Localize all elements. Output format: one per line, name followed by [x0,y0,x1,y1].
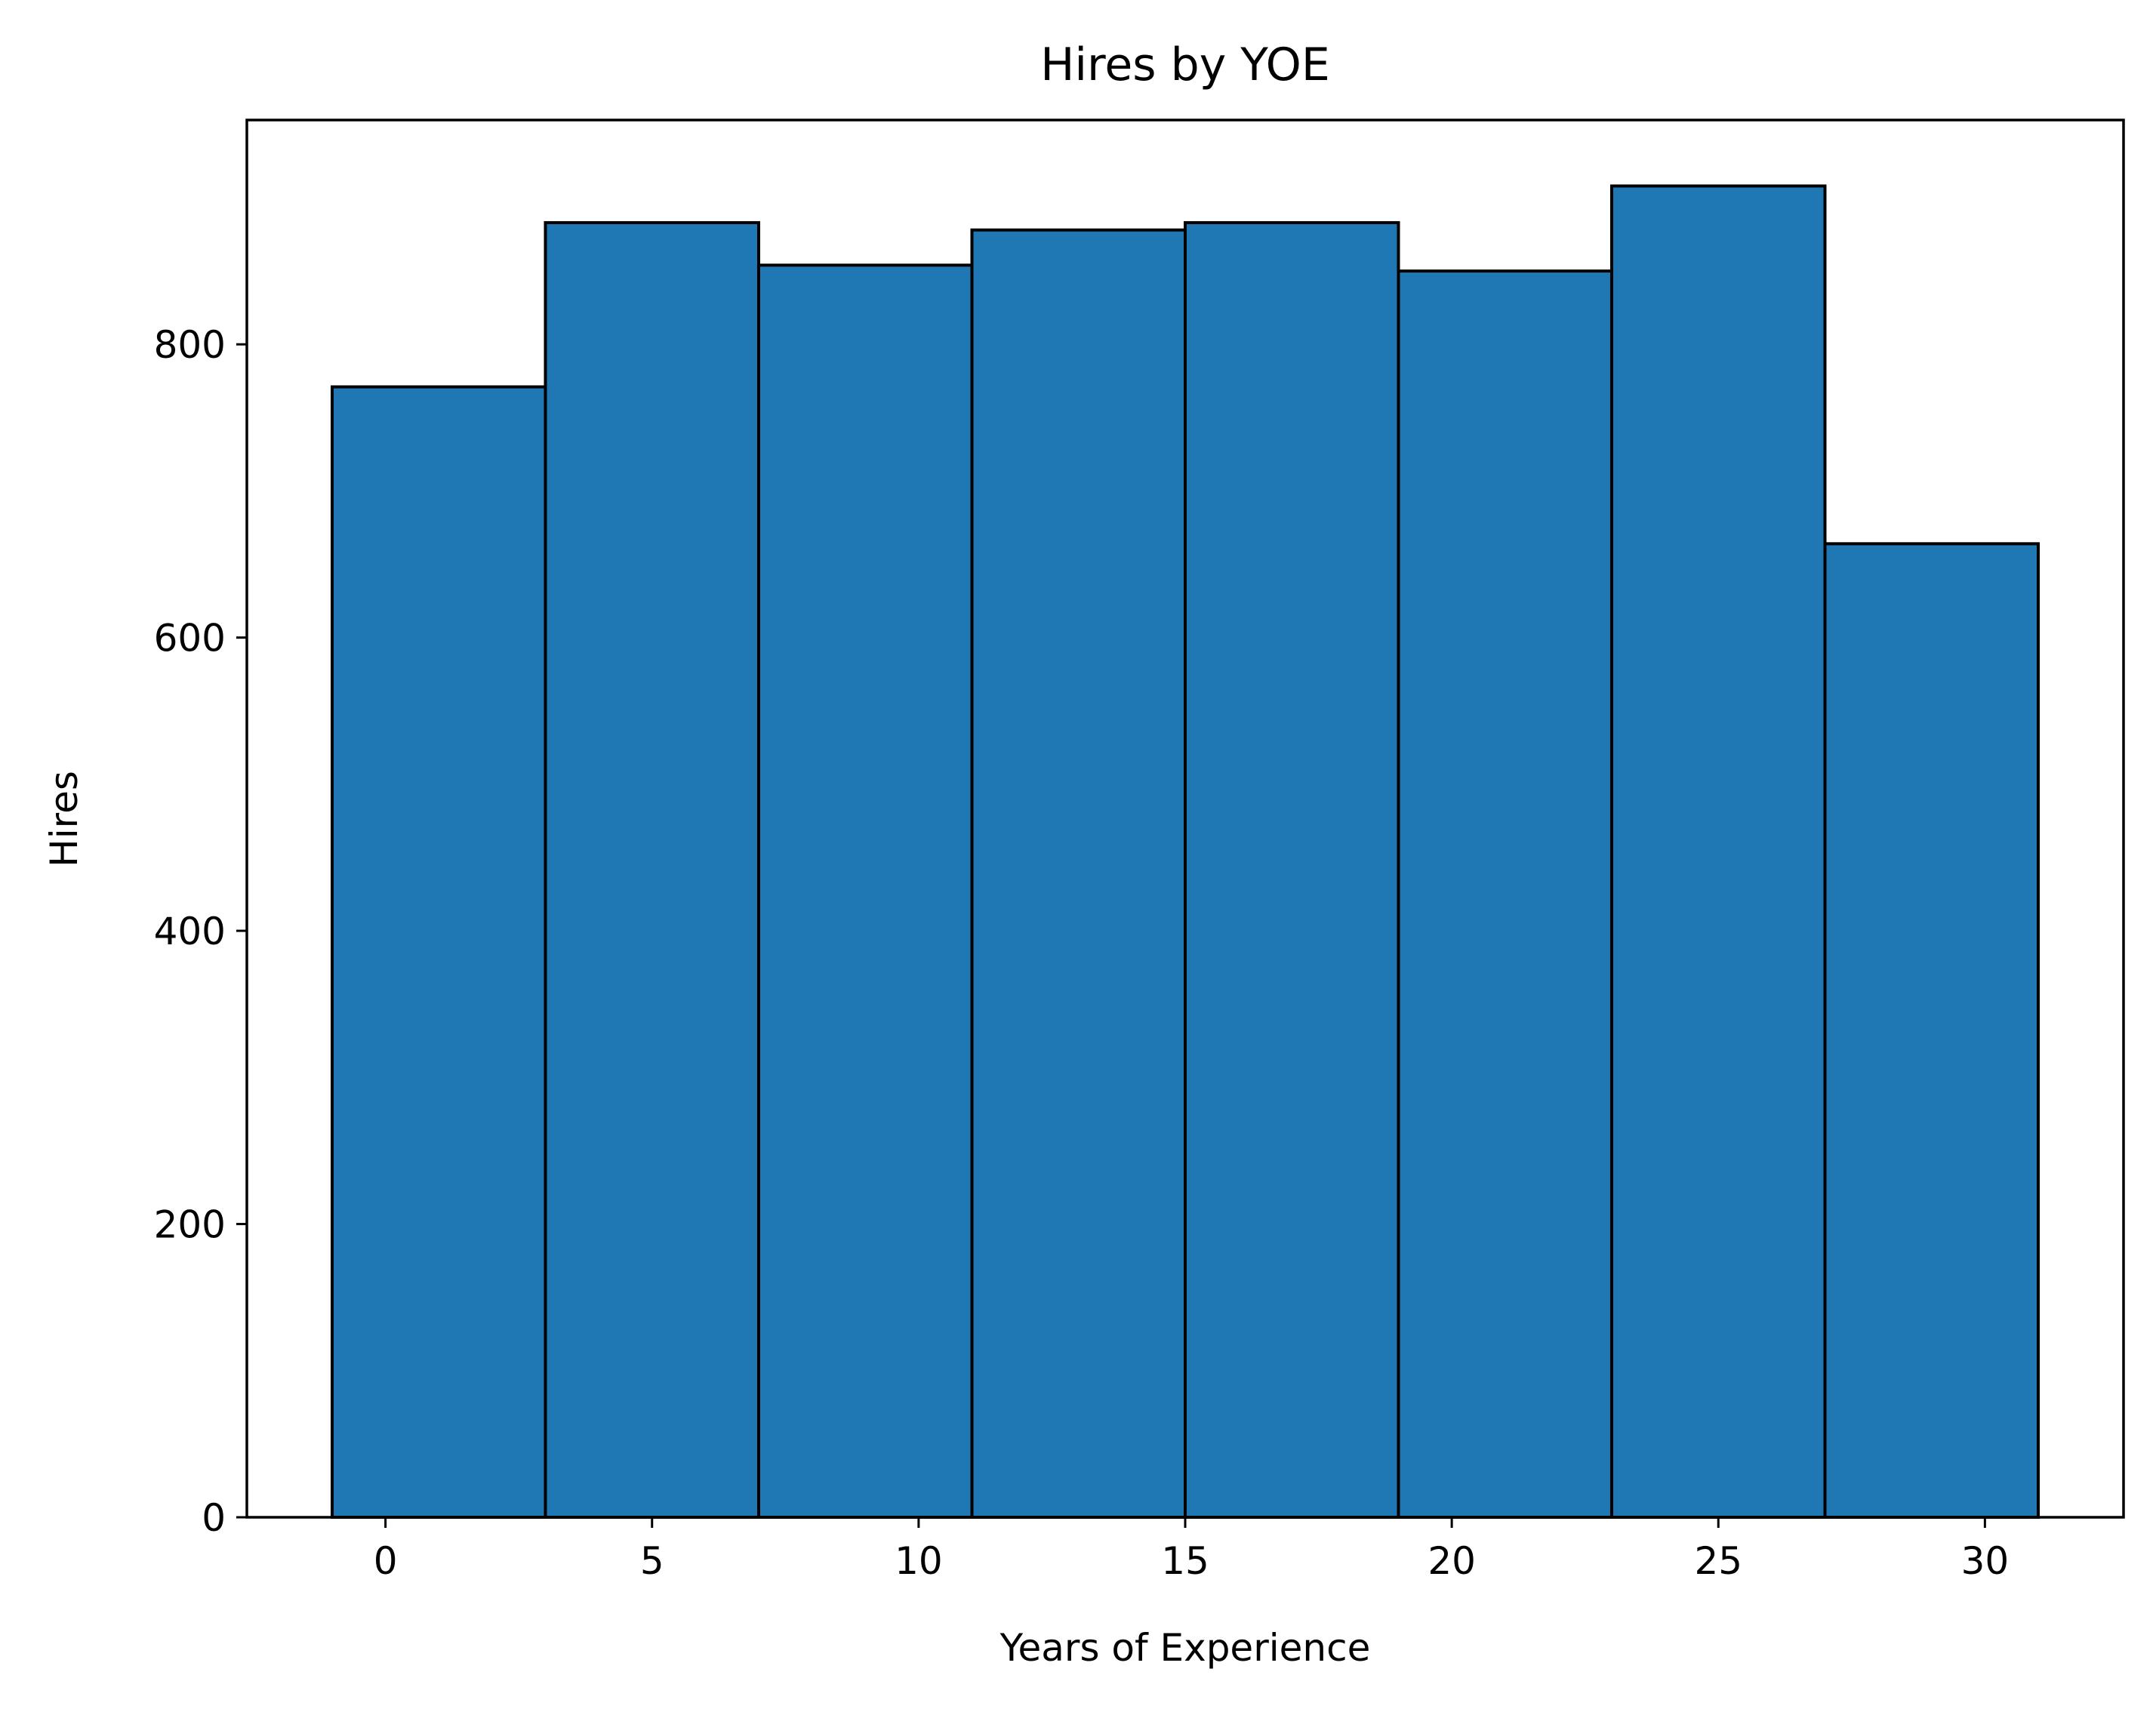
x-axis-label: Years of Experience [999,1626,1371,1670]
x-tick-label-1: 5 [640,1539,664,1583]
histogram-bar-4 [1184,220,1400,1520]
y-axis-ticks: 0 200 400 600 800 [154,323,247,1540]
histogram-bar-6 [1610,184,1827,1519]
x-tick-label-4: 20 [1428,1539,1476,1583]
y-tick-label-4: 800 [154,323,226,367]
histogram-bar-2 [757,263,974,1519]
bars-group [331,184,2040,1520]
x-tick-label-3: 15 [1161,1539,1209,1583]
y-tick-label-1: 200 [154,1203,226,1247]
histogram-bar-3 [970,228,1187,1520]
x-tick-label-6: 30 [1961,1539,2010,1583]
x-tick-label-0: 0 [374,1539,398,1583]
y-tick-label-3: 600 [154,617,226,661]
x-tick-label-5: 25 [1694,1539,1742,1583]
chart-title: Hires by YOE [1040,38,1330,91]
x-axis-ticks: 0 5 10 15 20 25 30 [374,1517,2009,1583]
y-axis-label: Hires [42,771,86,867]
x-tick-label-2: 10 [895,1539,943,1583]
y-tick-label-2: 400 [154,910,226,953]
histogram-bar-5 [1397,269,1613,1519]
histogram-bar-0 [331,385,547,1519]
y-tick-label-0: 0 [202,1496,226,1540]
histogram-bar-1 [544,220,760,1520]
histogram-bar-7 [1823,542,2040,1520]
